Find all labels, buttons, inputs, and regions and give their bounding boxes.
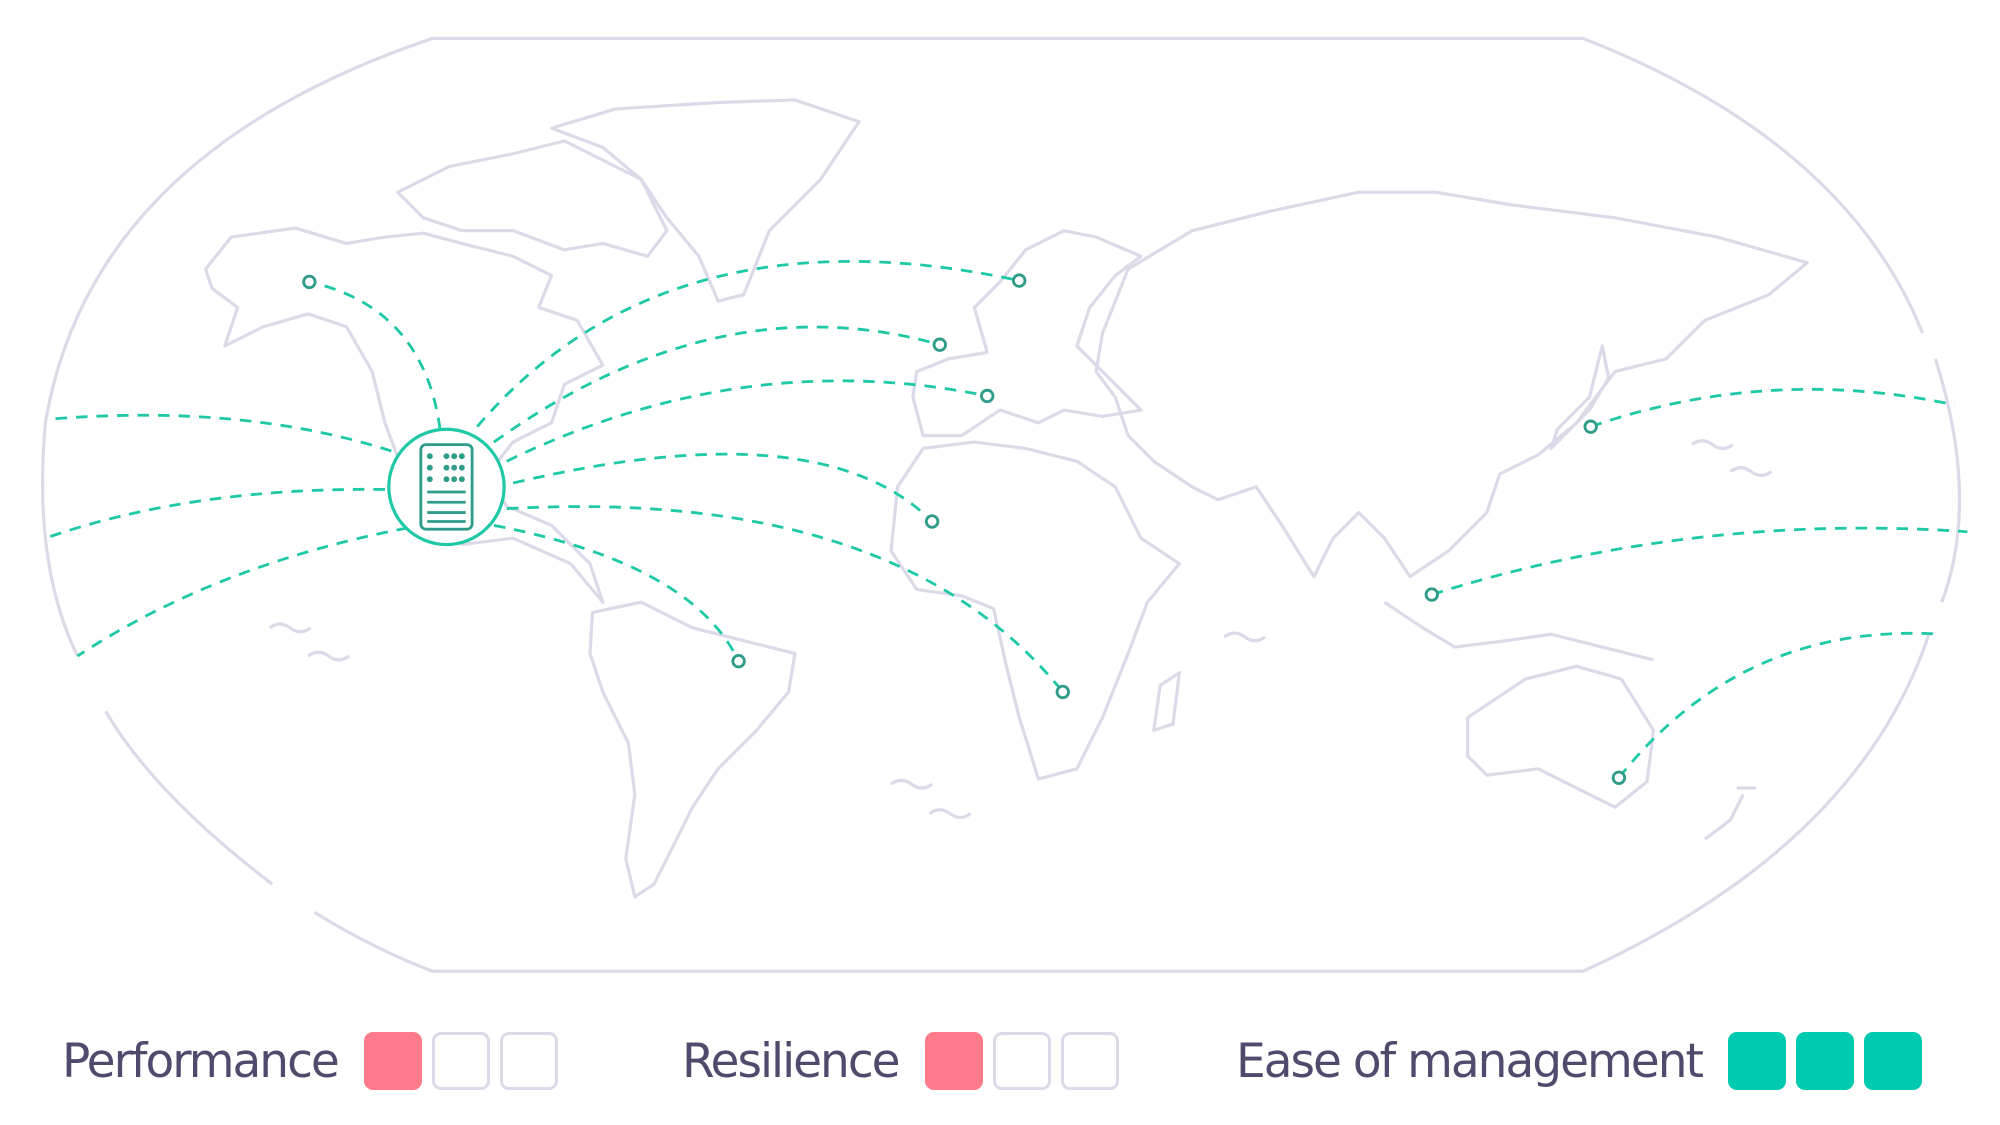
rating-box-filled bbox=[924, 1032, 983, 1090]
japan bbox=[1549, 344, 1611, 451]
hub-circle bbox=[387, 427, 506, 547]
route-alaska bbox=[309, 280, 442, 430]
marker-uk bbox=[932, 337, 947, 352]
australia bbox=[1466, 664, 1656, 809]
destination-markers bbox=[302, 273, 1627, 785]
legend-label: Ease of management bbox=[1236, 1033, 1704, 1089]
route-singapore bbox=[1431, 526, 1968, 596]
route-left-3 bbox=[76, 526, 409, 658]
marker-japan bbox=[1583, 419, 1598, 434]
continents bbox=[203, 98, 1809, 899]
rating-box-filled bbox=[363, 1032, 422, 1090]
north-america bbox=[203, 226, 605, 604]
legend-ease-of-management: Ease of management bbox=[1236, 1028, 1932, 1094]
europe bbox=[911, 229, 1143, 438]
route-southern-africa bbox=[506, 505, 1064, 693]
route-left-1 bbox=[51, 413, 392, 453]
canadian-arctic bbox=[396, 139, 669, 258]
waves bbox=[268, 439, 1773, 820]
routes bbox=[44, 260, 1968, 779]
rating-box-empty bbox=[992, 1032, 1051, 1090]
asia bbox=[1094, 190, 1809, 579]
rating-box-empty bbox=[431, 1032, 490, 1090]
legend-label: Performance bbox=[62, 1033, 340, 1089]
marker-australia bbox=[1611, 770, 1627, 785]
marker-alaska bbox=[302, 274, 317, 290]
rating-box-empty bbox=[499, 1032, 558, 1090]
rating-box-filled bbox=[1795, 1032, 1854, 1090]
africa bbox=[889, 440, 1181, 781]
route-west-africa bbox=[512, 452, 934, 523]
route-brazil bbox=[493, 523, 740, 662]
south-america bbox=[588, 600, 797, 899]
route-australia bbox=[1617, 631, 1942, 779]
route-left-2 bbox=[44, 487, 385, 540]
map-frame bbox=[41, 36, 1962, 973]
route-italy bbox=[506, 379, 988, 463]
indonesia bbox=[1383, 600, 1654, 662]
hub bbox=[387, 427, 506, 547]
rating-box-filled bbox=[1727, 1032, 1786, 1090]
marker-brazil bbox=[731, 653, 746, 669]
greenland bbox=[549, 98, 861, 303]
server-icon bbox=[419, 443, 474, 531]
legend-resilience: Resilience bbox=[682, 1028, 1129, 1094]
route-scandinavia bbox=[476, 260, 1020, 428]
new-zealand bbox=[1703, 786, 1756, 841]
marker-singapore bbox=[1424, 587, 1439, 602]
legend-performance: Performance bbox=[62, 1028, 568, 1094]
marker-italy bbox=[980, 388, 995, 404]
rating-box-empty bbox=[1060, 1032, 1119, 1090]
marker-southern-africa bbox=[1055, 684, 1070, 700]
madagascar bbox=[1152, 671, 1181, 732]
route-japan bbox=[1590, 387, 1955, 429]
rating-box-filled bbox=[1863, 1032, 1922, 1090]
legend-label: Resilience bbox=[682, 1033, 901, 1089]
route-uk bbox=[493, 325, 941, 444]
marker-scandinavia bbox=[1012, 273, 1027, 288]
marker-west-africa bbox=[924, 514, 940, 529]
